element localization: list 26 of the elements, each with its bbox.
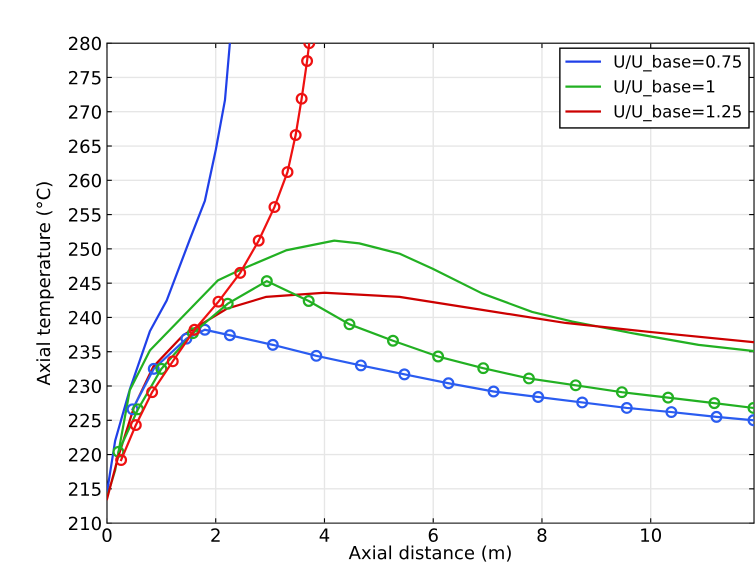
- legend-label: U/U_base=1: [614, 80, 714, 96]
- legend-label: U/U_base=1.25: [614, 104, 741, 122]
- y-tick-label: 240: [68, 310, 101, 325]
- y-tick-label: 255: [68, 208, 101, 222]
- y-tick-label: 265: [68, 139, 101, 154]
- x-tick-label: 10: [641, 528, 661, 542]
- y-tick-label: 250: [68, 242, 101, 256]
- x-tick-label: 0: [102, 528, 112, 542]
- y-tick-label: 230: [68, 379, 101, 394]
- y-tick-label: 235: [68, 345, 101, 359]
- y-tick-label: 215: [68, 482, 101, 496]
- x-axis-title: Axial distance (m): [348, 545, 511, 562]
- x-tick-label: 4: [320, 528, 330, 542]
- y-axis-title: Axial temperature (°C): [36, 182, 54, 386]
- y-tick-label: 270: [68, 105, 101, 119]
- y-tick-label: 260: [68, 174, 101, 188]
- legend-label: U/U_base=0.75: [614, 54, 741, 72]
- x-tick-label: 2: [211, 528, 220, 542]
- y-tick-label: 220: [68, 448, 101, 462]
- y-tick-label: 245: [68, 276, 101, 290]
- x-tick-label: 8: [537, 528, 546, 542]
- y-tick-label: 275: [68, 70, 101, 85]
- y-tick-label: 225: [68, 414, 101, 428]
- y-tick-label: 280: [68, 36, 101, 50]
- y-tick-label: 210: [68, 516, 101, 530]
- x-tick-label: 6: [428, 528, 438, 542]
